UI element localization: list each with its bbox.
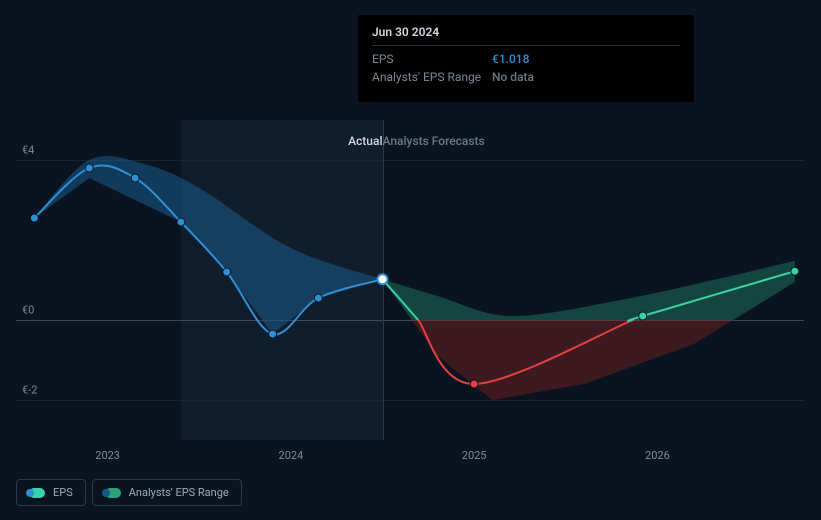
eps-actual-line [34,165,382,334]
x-axis-label: 2024 [279,449,304,462]
chart-tooltip: Jun 30 2024 EPS€1.018Analysts' EPS Range… [358,15,694,102]
legend-label: EPS [53,486,73,499]
eps-actual-marker[interactable] [177,218,185,226]
tooltip-date: Jun 30 2024 [372,25,680,46]
eps-actual-marker[interactable] [269,330,277,338]
legend-swatch [105,488,121,498]
tooltip-value: No data [492,68,534,86]
eps-forecast-marker[interactable] [639,312,647,320]
eps-forecast-marker[interactable] [470,380,478,388]
chart-svg [16,120,804,440]
tooltip-key: EPS [372,50,492,68]
eps-actual-marker[interactable] [30,214,38,222]
eps-actual-marker[interactable] [314,294,322,302]
legend-item[interactable]: EPS [16,479,86,506]
legend-swatch [29,488,45,498]
tooltip-key: Analysts' EPS Range [372,68,492,86]
tooltip-row: Analysts' EPS RangeNo data [372,68,680,86]
eps-actual-marker[interactable] [131,174,139,182]
eps-highlight-marker[interactable] [378,274,388,284]
x-axis-label: 2023 [95,449,120,462]
eps-actual-marker[interactable] [85,164,93,172]
tooltip-value: €1.018 [492,50,529,68]
chart-legend: EPS Analysts' EPS Range [16,479,242,506]
x-axis-label: 2026 [645,449,670,462]
eps-forecast-marker[interactable] [791,267,799,275]
range-actual-fill [34,156,382,334]
tooltip-row: EPS€1.018 [372,50,680,68]
x-axis-label: 2025 [462,449,487,462]
tooltip-rows: EPS€1.018Analysts' EPS RangeNo data [372,50,680,86]
eps-actual-marker[interactable] [223,268,231,276]
legend-item[interactable]: Analysts' EPS Range [92,479,242,506]
legend-label: Analysts' EPS Range [129,486,229,499]
chart-plot[interactable]: €4€0€-2ActualAnalysts Forecasts202320242… [16,120,804,440]
